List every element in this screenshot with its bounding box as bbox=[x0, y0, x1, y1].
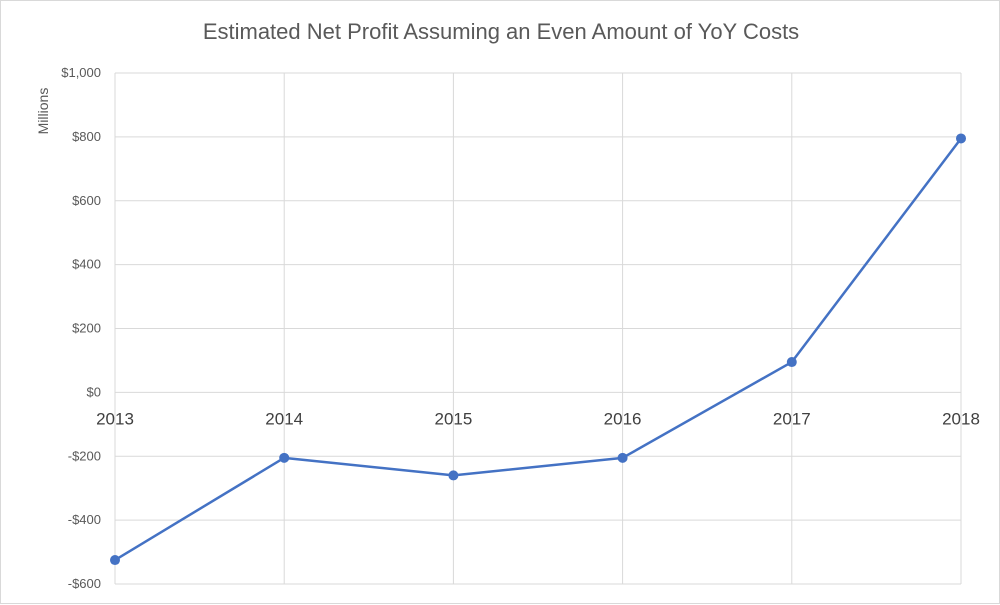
y-tick-label: $200 bbox=[72, 321, 101, 336]
y-tick-label: -$400 bbox=[68, 512, 101, 527]
data-point bbox=[786, 357, 797, 368]
x-tick-label: 2013 bbox=[96, 409, 134, 428]
data-point bbox=[617, 452, 628, 463]
y-tick-label: $0 bbox=[87, 384, 101, 399]
data-point bbox=[110, 555, 120, 566]
x-tick-label: 2014 bbox=[265, 409, 303, 428]
x-tick-label: 2015 bbox=[434, 409, 472, 428]
y-tick-label: $800 bbox=[72, 129, 101, 144]
series-line bbox=[114, 137, 962, 562]
data-point bbox=[448, 470, 459, 481]
data-point bbox=[279, 452, 290, 463]
y-tick-label: -$200 bbox=[68, 448, 101, 463]
y-tick-label: -$600 bbox=[68, 576, 101, 591]
x-tick-label: 2018 bbox=[942, 409, 980, 428]
chart-title: Estimated Net Profit Assuming an Even Am… bbox=[202, 19, 800, 44]
y-tick-label: $1,000 bbox=[61, 65, 101, 80]
x-tick-label: 2016 bbox=[604, 409, 642, 428]
y-tick-label: $400 bbox=[72, 257, 101, 272]
x-tick-label: 2017 bbox=[773, 409, 811, 428]
y-tick-label: $600 bbox=[72, 193, 101, 208]
data-point bbox=[956, 133, 966, 144]
